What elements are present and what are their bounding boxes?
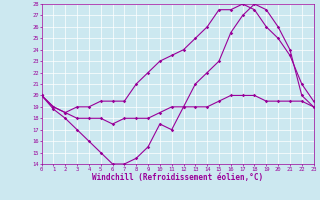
X-axis label: Windchill (Refroidissement éolien,°C): Windchill (Refroidissement éolien,°C): [92, 173, 263, 182]
